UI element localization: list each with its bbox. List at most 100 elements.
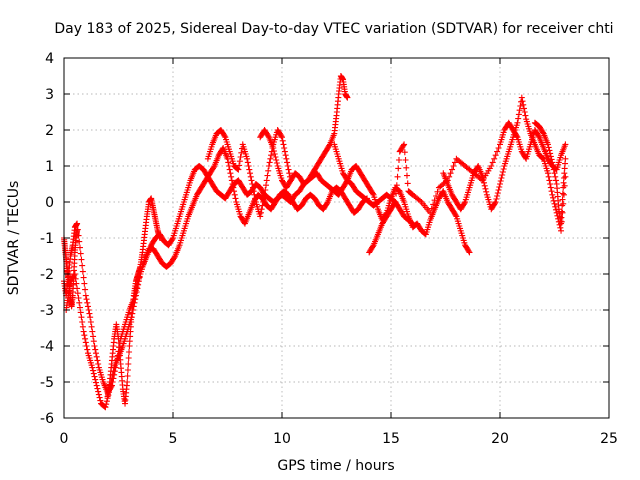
- data-point: [90, 370, 97, 377]
- data-point: [427, 209, 434, 216]
- data-point: [271, 151, 278, 157]
- data-point: [227, 170, 234, 177]
- data-point: [549, 159, 556, 166]
- data-point: [80, 328, 87, 335]
- x-tick-label: 25: [600, 431, 618, 447]
- data-point: [520, 101, 527, 108]
- data-point: [433, 193, 440, 199]
- data-point: [88, 323, 95, 330]
- data-point: [513, 133, 520, 139]
- chart-title: Day 183 of 2025, Sidereal Day-to-day VTE…: [54, 21, 613, 37]
- data-point: [238, 149, 245, 156]
- data-point: [283, 155, 290, 162]
- data-point: [259, 202, 266, 209]
- y-tick-label: 4: [45, 51, 54, 67]
- data-point: [263, 182, 270, 189]
- data-point: [271, 148, 278, 154]
- data-point: [126, 349, 133, 355]
- data-point: [517, 103, 524, 109]
- data-point: [391, 200, 398, 207]
- data-point: [75, 295, 82, 301]
- data-point: [492, 152, 499, 159]
- x-axis-label: GPS time / hours: [277, 458, 394, 474]
- data-point: [89, 328, 96, 335]
- data-point: [364, 195, 371, 202]
- data-point: [90, 367, 97, 374]
- x-tick-label: 0: [60, 431, 69, 447]
- y-tick-label: -4: [40, 339, 54, 355]
- data-point: [125, 361, 132, 367]
- y-tick-label: 3: [45, 87, 54, 103]
- data-point: [257, 209, 264, 216]
- data-point: [258, 206, 265, 213]
- series-track-d: [61, 227, 81, 310]
- data-point: [244, 159, 251, 166]
- data-point: [273, 160, 280, 166]
- data-point: [559, 190, 566, 197]
- data-point: [124, 373, 131, 379]
- data-point: [557, 224, 564, 231]
- data-point: [544, 141, 551, 148]
- data-point: [395, 157, 402, 163]
- y-tick-label: 1: [45, 159, 54, 175]
- data-point: [547, 184, 554, 191]
- data-point: [76, 299, 83, 306]
- data-point: [229, 181, 236, 187]
- data-point: [232, 195, 239, 202]
- data-point: [76, 304, 83, 311]
- y-tick-label: 0: [45, 195, 54, 211]
- y-tick-label: -5: [40, 375, 54, 391]
- data-point: [281, 145, 288, 151]
- data-point: [521, 109, 528, 115]
- data-point: [225, 159, 232, 166]
- y-tick-label: -6: [40, 411, 54, 427]
- data-point: [394, 173, 401, 180]
- series-track-b: [63, 145, 371, 411]
- data-point: [226, 166, 233, 173]
- data-point: [225, 163, 232, 169]
- data-point: [452, 212, 459, 219]
- series-track-e: [204, 127, 294, 220]
- data-point: [81, 332, 88, 339]
- series-track-f: [257, 73, 351, 191]
- data-point: [247, 170, 254, 177]
- data-point: [281, 148, 288, 155]
- data-point: [515, 111, 522, 118]
- data-point: [95, 388, 102, 395]
- data-point: [90, 333, 97, 340]
- data-point: [96, 394, 103, 401]
- data-point: [234, 166, 241, 172]
- data-point: [85, 307, 92, 313]
- data-point: [94, 357, 101, 364]
- data-point: [498, 175, 505, 181]
- data-point: [547, 153, 554, 160]
- data-point: [344, 94, 351, 101]
- data-point: [236, 162, 243, 169]
- data-point: [250, 188, 257, 195]
- data-point: [495, 187, 502, 193]
- data-point: [268, 152, 275, 159]
- data-point: [403, 172, 410, 179]
- data-point: [431, 197, 438, 204]
- data-point: [552, 203, 559, 210]
- data-point: [497, 178, 504, 184]
- data-point: [92, 350, 99, 357]
- y-tick-label: 2: [45, 123, 54, 139]
- data-point: [235, 166, 242, 173]
- data-point: [550, 163, 557, 169]
- data-point: [273, 157, 280, 163]
- data-point: [83, 296, 90, 303]
- data-point: [77, 309, 84, 316]
- data-point: [518, 94, 525, 101]
- data-point: [550, 194, 557, 201]
- data-point: [500, 166, 507, 172]
- data-point: [244, 155, 251, 162]
- data-point: [548, 188, 555, 195]
- data-point: [480, 176, 487, 183]
- data-point: [82, 292, 89, 299]
- data-point: [86, 310, 93, 317]
- data-point: [559, 196, 566, 203]
- series-track-g: [331, 141, 473, 256]
- data-point: [489, 159, 496, 166]
- data-point: [483, 188, 490, 195]
